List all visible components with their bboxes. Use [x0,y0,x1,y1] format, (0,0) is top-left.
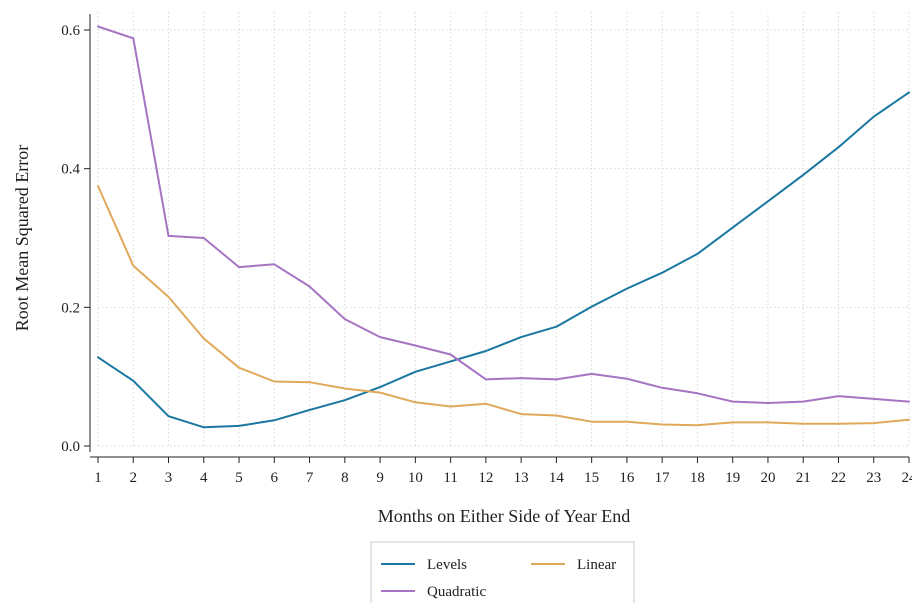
y-tick-label: 0.0 [61,439,80,455]
x-tick-label: 2 [130,470,138,486]
x-tick-label: 9 [376,470,384,486]
series-line-linear [97,185,910,427]
legend-label-linear: Linear [577,557,616,573]
y-tick-label: 0.2 [61,300,80,316]
x-tick-label: 17 [655,470,671,486]
y-tick-label: 0.6 [61,23,80,39]
y-ticks: 0.0 0.2 0.4 0.6 [61,23,90,455]
legend-label-levels: Levels [427,557,467,573]
x-tick-label: 16 [619,470,635,486]
x-tick-label: 1 [94,470,102,486]
axes [89,14,909,458]
x-tick-label: 20 [760,470,775,486]
series-lines [97,25,910,429]
y-tick-label: 0.4 [61,162,80,178]
x-tick-label: 10 [408,470,423,486]
x-tick-label: 12 [478,470,493,486]
legend: Levels Linear Quadratic [370,541,635,603]
x-tick-label: 7 [306,470,314,486]
x-tick-label: 19 [725,470,740,486]
x-tick-label: 15 [584,470,599,486]
series-line-quadratic [97,25,910,404]
legend-box [370,541,635,603]
x-tick-label: 3 [165,470,173,486]
x-tick-label: 8 [341,470,349,486]
x-ticks: 123456789101112131415161718192021222324 [94,457,912,486]
x-tick-label: 13 [514,470,529,486]
x-tick-label: 5 [235,470,243,486]
x-tick-label: 18 [690,470,705,486]
x-tick-label: 24 [902,470,912,486]
legend-label-quadratic: Quadratic [427,584,486,600]
x-tick-label: 21 [796,470,811,486]
x-axis-title: Months on Either Side of Year End [378,506,630,526]
x-tick-label: 4 [200,470,208,486]
x-tick-label: 6 [271,470,279,486]
x-tick-label: 11 [443,470,457,486]
series-line-levels [97,91,910,429]
x-tick-label: 23 [866,470,881,486]
x-tick-label: 22 [831,470,846,486]
gridlines [97,12,910,448]
x-tick-label: 14 [549,470,565,486]
y-axis-title: Root Mean Squared Error [12,145,32,331]
